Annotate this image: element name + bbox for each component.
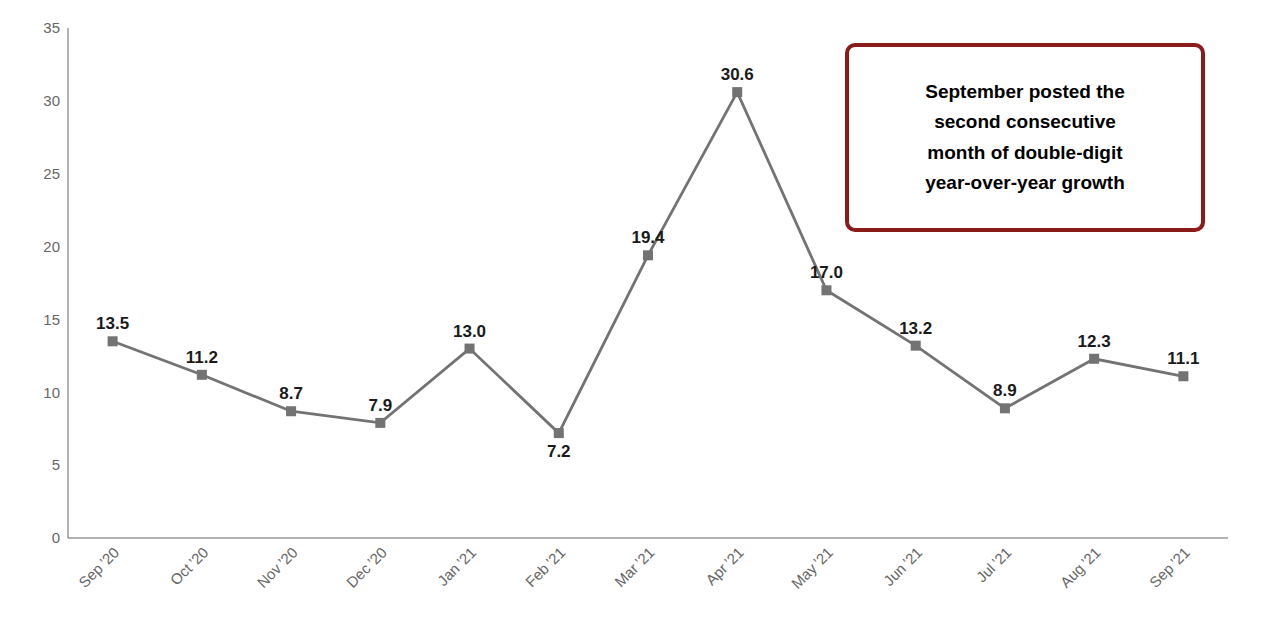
html-text:September posted the second co: September posted the second consecutive …: [925, 80, 1125, 193]
svg-text:Sep ’20: Sep ’20: [75, 544, 122, 591]
svg-text:Oct ’20: Oct ’20: [167, 544, 212, 589]
svg-text:7.9: 7.9: [368, 396, 392, 415]
svg-text:7.2: 7.2: [547, 442, 571, 461]
svg-text:Mar ’21: Mar ’21: [611, 544, 658, 591]
svg-text:20: 20: [43, 238, 60, 255]
svg-text:12.3: 12.3: [1078, 332, 1111, 351]
svg-text:Jul ’21: Jul ’21: [973, 544, 1015, 586]
svg-text:Dec ’20: Dec ’20: [343, 544, 390, 591]
svg-text:13.0: 13.0: [453, 322, 486, 341]
svg-text:25: 25: [43, 165, 60, 182]
svg-text:Nov ’20: Nov ’20: [254, 544, 301, 591]
svg-text:8.9: 8.9: [993, 381, 1017, 400]
svg-text:8.7: 8.7: [279, 384, 303, 403]
svg-text:Aug ’21: Aug ’21: [1057, 544, 1104, 591]
svg-text:Apr ’21: Apr ’21: [702, 544, 747, 589]
svg-text:Feb ’21: Feb ’21: [522, 544, 569, 591]
svg-text:Jan ’21: Jan ’21: [434, 544, 479, 589]
svg-text:11.1: 11.1: [1167, 349, 1199, 368]
svg-text:30.6: 30.6: [721, 65, 754, 84]
svg-text:15: 15: [43, 311, 60, 328]
svg-text:11.2: 11.2: [186, 348, 218, 367]
svg-text:Sep ’21: Sep ’21: [1146, 544, 1193, 591]
svg-text:0: 0: [52, 529, 60, 546]
svg-text:10: 10: [43, 384, 60, 401]
svg-text:30: 30: [43, 92, 60, 109]
svg-text:19.4: 19.4: [631, 228, 665, 247]
svg-text:5: 5: [52, 456, 60, 473]
svg-text:17.0: 17.0: [810, 263, 843, 282]
svg-text:13.5: 13.5: [96, 314, 129, 333]
svg-text:May ’21: May ’21: [788, 544, 836, 592]
svg-text:Jun ’21: Jun ’21: [880, 544, 925, 589]
svg-text:13.2: 13.2: [899, 319, 932, 338]
svg-text:35: 35: [43, 19, 60, 36]
